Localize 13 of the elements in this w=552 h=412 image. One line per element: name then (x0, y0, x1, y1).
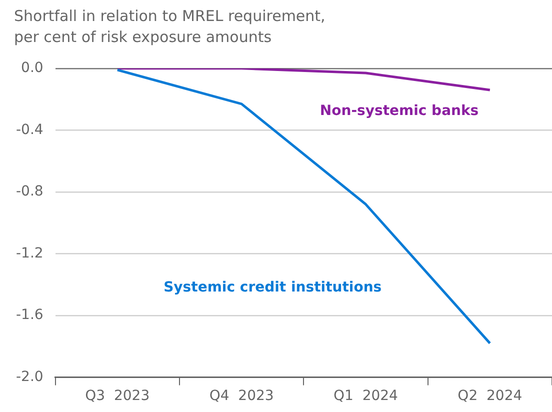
y-tick-label: -1.6 (16, 307, 44, 324)
series-label: Non-systemic banks (320, 103, 479, 120)
y-tick-label: 0.0 (21, 60, 44, 76)
text: Systemic credit institutions (164, 280, 382, 296)
x-tick-label: Q3 2023 (85, 388, 150, 404)
x-tick-label: Q2 2024 (458, 388, 522, 404)
y-tick-label: -0.4 (16, 122, 44, 138)
y-axis-title: Shortfall in relation to MREL requirement, per cent of risk exposure amounts (14, 6, 326, 48)
y-tick-label: -0.8 (16, 184, 44, 200)
x-tick-label: Q1 2024 (334, 388, 398, 404)
y-tick-label: -1.2 (16, 245, 44, 262)
y-tick-label: -2.0 (16, 368, 44, 385)
x-tick-label: Q4 2023 (209, 388, 274, 404)
